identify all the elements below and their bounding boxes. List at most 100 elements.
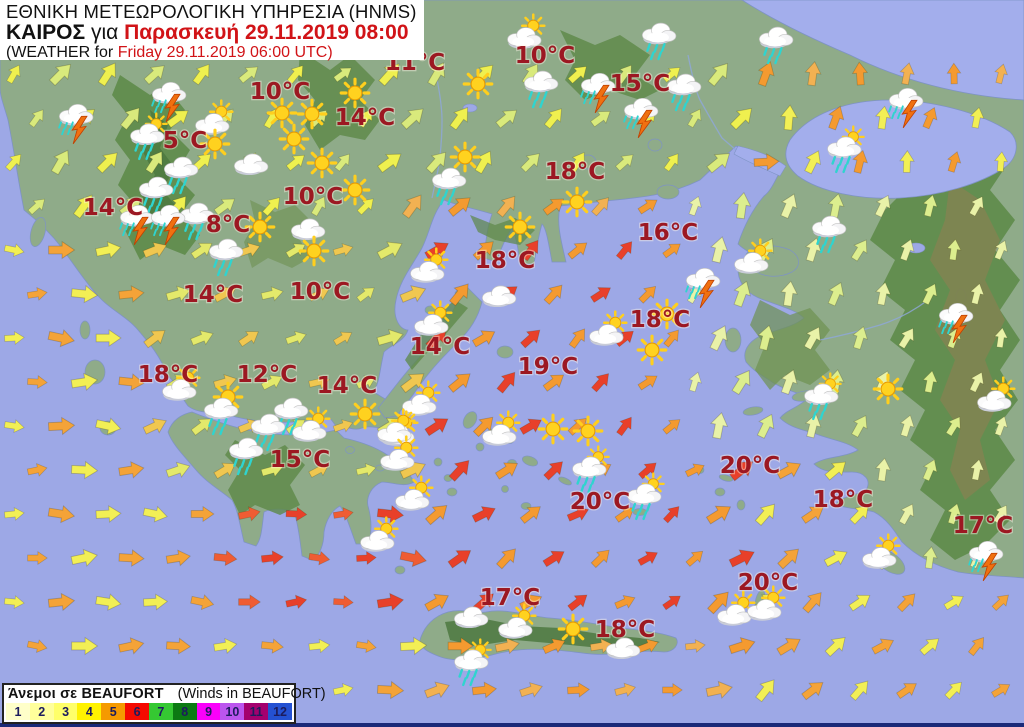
sun-icon — [298, 235, 330, 267]
wind-arrow — [356, 198, 374, 216]
wind-arrow — [899, 62, 915, 86]
sun-icon — [306, 147, 338, 179]
wind-arrow — [308, 638, 331, 654]
wind-arrow — [471, 681, 498, 699]
wind-arrow — [70, 548, 98, 567]
temperature-layer: 11°C 10°C 15°C 10°C 14°C 5°C 18°C 14°C 8°C 10°C 16… — [82, 42, 1015, 645]
wind-arrow — [95, 417, 122, 435]
wind-arrow — [707, 62, 728, 87]
wind-arrow — [614, 682, 636, 698]
wind-arrow — [871, 638, 895, 655]
wind-arrow — [400, 108, 424, 130]
wind-arrow — [308, 463, 330, 478]
wind-arrow — [238, 331, 259, 348]
wind-arrow — [376, 592, 405, 612]
wind-arrow — [50, 149, 70, 176]
wind-arrow — [378, 63, 400, 87]
wind-arrow — [569, 151, 585, 173]
temperature-label: 18°C — [595, 617, 655, 643]
wind-arrow — [70, 460, 99, 480]
wind-arrow — [757, 324, 775, 351]
temperature-label: 20°C — [720, 453, 780, 479]
wind-arrow — [875, 281, 892, 306]
wind-arrow — [567, 65, 587, 84]
wind-arrow — [27, 375, 48, 390]
wind-arrow — [542, 638, 566, 655]
wind-arrow — [591, 197, 610, 217]
wind-arrow — [70, 284, 99, 304]
wind-arrow — [662, 506, 680, 524]
wind-arrow — [568, 328, 586, 349]
wind-arrow — [213, 198, 236, 216]
wind-arrow — [26, 463, 48, 477]
wind-arrow — [875, 105, 892, 130]
wind-arrow — [824, 461, 847, 481]
wind-arrow — [707, 591, 729, 615]
wind-arrow — [898, 327, 914, 350]
forecast-subtitle-line: (WEATHER for Friday 29.11.2019 06:00 UTC… — [6, 44, 418, 62]
wind-arrow — [424, 681, 450, 699]
wind-arrow — [994, 240, 1008, 261]
sun-icon — [636, 334, 668, 366]
wind-arrow — [733, 280, 751, 308]
wind-arrow — [637, 375, 658, 391]
sun-icon — [537, 413, 569, 445]
wind-arrow — [684, 463, 705, 478]
wind-arrow — [662, 595, 681, 611]
wind-arrow — [803, 326, 821, 351]
sun-icon — [557, 613, 589, 645]
wind-arrow — [849, 680, 869, 702]
beaufort-cell-3: 3 — [53, 703, 78, 720]
beaufort-cell-1: 1 — [6, 703, 30, 720]
temperature-label: 8°C — [206, 212, 250, 238]
temperature-label: 18°C — [545, 159, 605, 185]
wind-arrow-layer — [3, 61, 1011, 703]
wind-arrow — [333, 67, 352, 83]
wind-arrow — [543, 108, 562, 130]
wind-arrow — [165, 461, 191, 478]
weather-for-label: (WEATHER for — [6, 44, 114, 62]
beaufort-cell-7: 7 — [148, 703, 173, 720]
wind-arrow — [922, 458, 938, 482]
wind-arrow — [896, 593, 916, 613]
kairos-label: ΚΑΙΡΟΣ — [6, 21, 86, 45]
wind-arrow — [753, 153, 780, 171]
wind-arrow — [447, 637, 474, 655]
wind-arrow — [804, 150, 821, 175]
wind-arrow — [567, 682, 590, 698]
wind-arrow — [780, 193, 798, 219]
wind-arrow — [308, 287, 330, 302]
wind-arrow — [142, 241, 168, 259]
sun-icon — [462, 68, 494, 100]
wind-arrow — [899, 238, 915, 262]
wind-arrow — [968, 196, 984, 217]
wind-arrow — [566, 506, 590, 522]
wind-arrow — [47, 504, 76, 524]
wind-arrow — [802, 592, 822, 614]
wind-arrow — [238, 66, 259, 84]
wind-arrow — [3, 243, 25, 257]
temperature-label: 10°C — [515, 43, 575, 69]
wind-arrow — [96, 152, 118, 174]
wind-arrow — [238, 594, 261, 610]
wind-arrow — [95, 593, 122, 611]
forecast-date-gr: Παρασκευή 29.11.2019 08:00 — [124, 21, 409, 45]
wind-arrow — [732, 191, 752, 220]
wind-arrow — [519, 418, 542, 435]
wind-arrow — [449, 106, 469, 131]
wind-arrow — [851, 61, 869, 86]
wind-arrow — [190, 330, 214, 346]
agency-title: ΕΘΝΙΚΗ ΜΕΤΕΩΡΟΛΟΓΙΚΗ ΥΠΗΡΕΣΙΑ (HNMS) — [6, 1, 417, 22]
wind-arrow — [688, 195, 702, 217]
wind-arrow — [95, 241, 122, 259]
wind-arrow — [192, 63, 210, 86]
wind-arrow — [70, 372, 99, 392]
wind-arrow — [142, 505, 168, 523]
wind-arrow — [332, 419, 354, 433]
wind-arrow — [27, 550, 48, 566]
wind-arrow — [947, 151, 962, 173]
wind-arrow — [401, 194, 422, 219]
forecast-title-line: ΚΑΙΡΟΣ για Παρασκευή 29.11.2019 08:00 — [6, 22, 418, 44]
